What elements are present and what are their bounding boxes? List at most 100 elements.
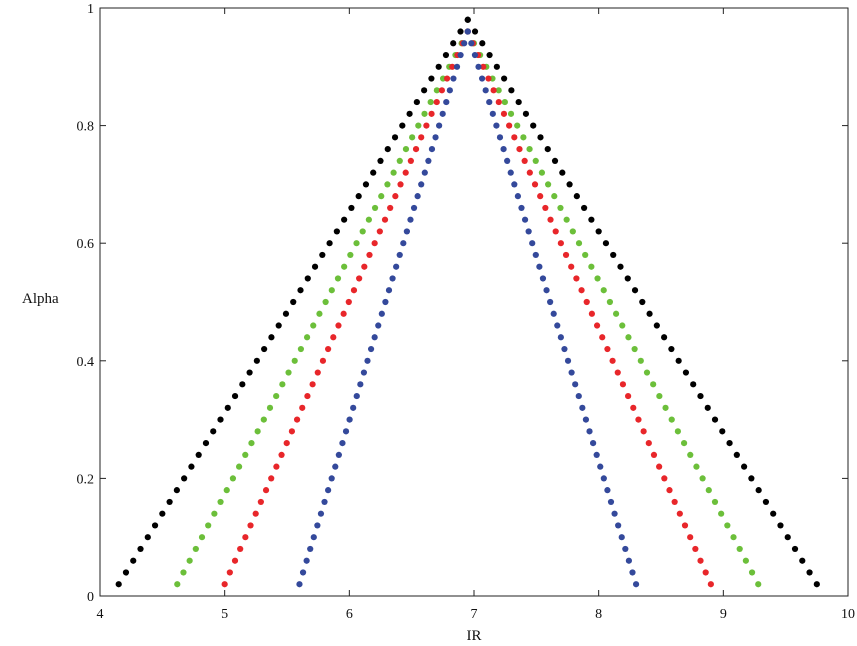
- data-point-series-1-right: [507, 110, 515, 117]
- data-point-series-2-right: [666, 487, 673, 494]
- data-point-series-0-left: [195, 451, 202, 458]
- data-point-series-3-left: [375, 322, 382, 329]
- data-point-series-3-right: [489, 110, 496, 117]
- data-point-series-0-right: [471, 28, 479, 35]
- data-point-series-0-left: [399, 122, 406, 129]
- data-point-series-3-left: [350, 404, 357, 411]
- data-point-series-0-left: [188, 463, 195, 470]
- data-point-series-0-right: [479, 40, 486, 47]
- data-point-series-1-left: [211, 510, 218, 517]
- data-point-series-1-left: [180, 569, 187, 576]
- data-point-series-0-left: [311, 263, 319, 270]
- data-point-series-2-left: [304, 392, 311, 400]
- data-point-series-2-right: [630, 404, 637, 411]
- data-point-series-0-left: [181, 475, 188, 482]
- data-point-series-0-right: [515, 98, 522, 106]
- data-point-series-1-right: [699, 475, 706, 482]
- data-point-series-0-left: [268, 334, 275, 341]
- data-point-series-1-left: [322, 298, 329, 306]
- data-point-series-0-left: [384, 146, 391, 153]
- data-point-series-2-left: [418, 134, 425, 141]
- data-point-series-3-right: [543, 287, 550, 294]
- series-3: [296, 28, 640, 588]
- x-tick-label: 8: [595, 607, 602, 622]
- data-point-series-3-right: [632, 581, 640, 588]
- data-point-series-0-left: [144, 534, 151, 541]
- data-point-series-0-right: [486, 51, 493, 59]
- data-point-series-0-left: [348, 204, 355, 212]
- data-point-series-1-left: [396, 157, 403, 164]
- data-point-series-0-left: [159, 510, 166, 517]
- data-point-series-0-left: [362, 181, 370, 188]
- data-point-series-3-left: [407, 216, 414, 223]
- data-point-series-2-left: [226, 569, 233, 576]
- data-point-series-3-right: [471, 51, 479, 59]
- data-point-series-3-right: [611, 510, 618, 517]
- data-point-series-0-right: [493, 63, 500, 70]
- data-point-series-3-left: [385, 287, 393, 294]
- data-point-series-3-left: [414, 193, 421, 200]
- data-point-series-0-left: [166, 498, 173, 506]
- data-point-series-0-right: [530, 122, 537, 129]
- data-point-series-0-right: [537, 134, 544, 141]
- data-point-series-2-left: [356, 275, 363, 282]
- data-point-series-1-right: [625, 334, 632, 341]
- data-point-series-3-right: [629, 569, 636, 576]
- data-point-series-1-right: [742, 557, 749, 564]
- data-point-series-3-right: [496, 134, 504, 141]
- data-point-series-0-right: [733, 451, 740, 458]
- data-point-series-1-right: [637, 357, 644, 364]
- data-point-series-1-left: [347, 251, 354, 259]
- data-point-series-1-right: [643, 369, 651, 376]
- data-point-series-1-left: [297, 345, 304, 353]
- data-point-series-0-right: [581, 204, 588, 212]
- data-point-series-0-right: [617, 263, 624, 270]
- data-point-series-0-left: [370, 169, 377, 176]
- data-point-series-1-left: [310, 322, 317, 329]
- data-point-series-0-right: [741, 463, 748, 470]
- data-point-series-3-right: [478, 75, 486, 82]
- data-point-series-3-right: [468, 40, 475, 47]
- data-point-series-1-left: [242, 451, 249, 458]
- data-point-series-2-right: [583, 298, 590, 306]
- data-point-series-3-right: [500, 146, 507, 153]
- data-point-series-0-left: [413, 98, 420, 106]
- data-point-series-2-right: [562, 251, 570, 259]
- data-point-series-3-left: [367, 345, 375, 353]
- data-point-series-2-right: [573, 275, 580, 282]
- data-point-series-3-left: [410, 204, 418, 212]
- data-point-series-3-right: [529, 240, 536, 247]
- data-point-series-0-right: [573, 193, 580, 200]
- data-point-series-1-right: [674, 428, 682, 435]
- data-point-series-2-left: [319, 357, 327, 364]
- data-point-series-0-right: [624, 275, 631, 282]
- data-point-series-3-left: [439, 110, 446, 117]
- data-point-series-3-right: [607, 498, 615, 506]
- data-point-series-3-right: [625, 557, 633, 564]
- data-point-series-2-left: [247, 522, 254, 529]
- data-point-series-3-left: [364, 357, 371, 364]
- data-point-series-2-left: [381, 216, 389, 223]
- data-point-series-1-left: [291, 357, 298, 364]
- data-point-series-2-left: [314, 369, 321, 376]
- data-point-series-0-right: [639, 298, 646, 306]
- data-point-series-2-left: [438, 87, 445, 94]
- data-point-series-1-left: [427, 98, 434, 106]
- data-point-series-2-left: [423, 122, 430, 129]
- data-point-series-0-left: [428, 75, 435, 82]
- data-point-series-3-right: [486, 98, 493, 106]
- data-point-series-3-right: [507, 169, 514, 176]
- data-point-series-1-right: [687, 451, 694, 458]
- data-point-series-2-left: [371, 240, 378, 247]
- data-point-series-1-left: [371, 204, 379, 212]
- data-point-series-3-left: [307, 545, 314, 553]
- data-point-series-2-right: [707, 581, 714, 588]
- data-point-series-2-left: [428, 110, 435, 117]
- data-point-series-0-left: [130, 557, 137, 564]
- data-point-series-1-right: [662, 404, 669, 411]
- axis-tick-labels: 4 5 6 7 8 9 10 0 0.2 0.4 0.6 0.8 1: [77, 2, 856, 622]
- data-point-series-0-right: [602, 240, 610, 247]
- data-point-series-1-left: [205, 522, 212, 529]
- data-point-series-2-left: [443, 75, 451, 82]
